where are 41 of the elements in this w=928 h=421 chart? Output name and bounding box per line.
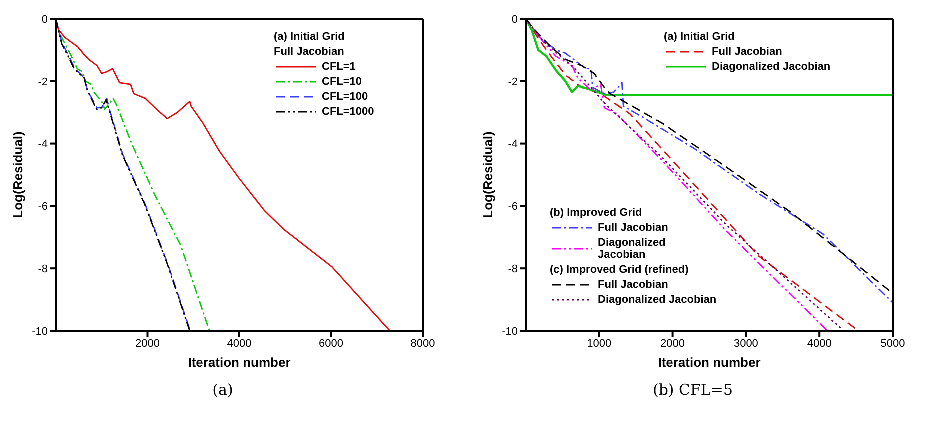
legend-label: CFL=1000 bbox=[322, 106, 374, 118]
y-tick-label: -10 bbox=[502, 326, 518, 338]
x-tick-label: 4000 bbox=[227, 338, 252, 350]
legend-label: Full Jacobian bbox=[598, 279, 668, 291]
y-tick-label: -2 bbox=[508, 76, 518, 88]
legend-label: Diagonalized Jacobian bbox=[598, 294, 717, 306]
legend-label: CFL=10 bbox=[322, 76, 362, 88]
legend-label: Full Jacobian bbox=[598, 222, 668, 234]
x-tick-label: 2000 bbox=[136, 338, 160, 350]
annotation: (a) Initial Grid bbox=[664, 31, 736, 43]
legend-label: Diagonalized Jacobian bbox=[712, 61, 831, 73]
annotation: (c) Improved Grid (refined) bbox=[550, 264, 690, 276]
x-tick-label: 4000 bbox=[807, 338, 832, 350]
y-tick-label: -10 bbox=[32, 326, 48, 338]
y-tick-label: -8 bbox=[508, 264, 518, 276]
legend-label: CFL=1 bbox=[322, 61, 356, 73]
text: (a) bbox=[212, 381, 234, 399]
y-tick-label: 0 bbox=[512, 14, 518, 26]
y-axis-title: Log(Residual) bbox=[480, 132, 496, 218]
legend-label: CFL=100 bbox=[322, 91, 368, 103]
annotation: (b) Improved Grid bbox=[550, 207, 644, 219]
y-tick-label: 0 bbox=[42, 14, 48, 26]
x-tick-label: 8000 bbox=[410, 338, 436, 350]
annotation: (a) Initial Grid Full Jacobian bbox=[274, 31, 346, 58]
text: (b) CFL=5 bbox=[652, 381, 734, 399]
y-tick-label: -4 bbox=[508, 138, 518, 151]
x-axis-title: Iteration number bbox=[188, 355, 291, 370]
y-axis-title: Log(Residual) bbox=[10, 132, 26, 218]
x-tick-label: 5000 bbox=[880, 338, 906, 350]
legend-label: Full Jacobian bbox=[712, 46, 782, 58]
y-tick-label: -4 bbox=[38, 138, 48, 151]
y-tick-label: -6 bbox=[38, 201, 48, 214]
x-axis-title: Iteration number bbox=[658, 355, 761, 370]
legend-label: Diagonalized Jacobian bbox=[598, 237, 667, 261]
y-tick-label: -6 bbox=[508, 201, 518, 214]
x-tick-label: 6000 bbox=[319, 338, 344, 350]
x-tick-label: 2000 bbox=[660, 338, 686, 350]
x-tick-label: 3000 bbox=[734, 338, 758, 350]
y-tick-label: -2 bbox=[38, 76, 48, 88]
x-tick-label: 1000 bbox=[587, 338, 612, 350]
y-tick-label: -8 bbox=[38, 264, 48, 276]
